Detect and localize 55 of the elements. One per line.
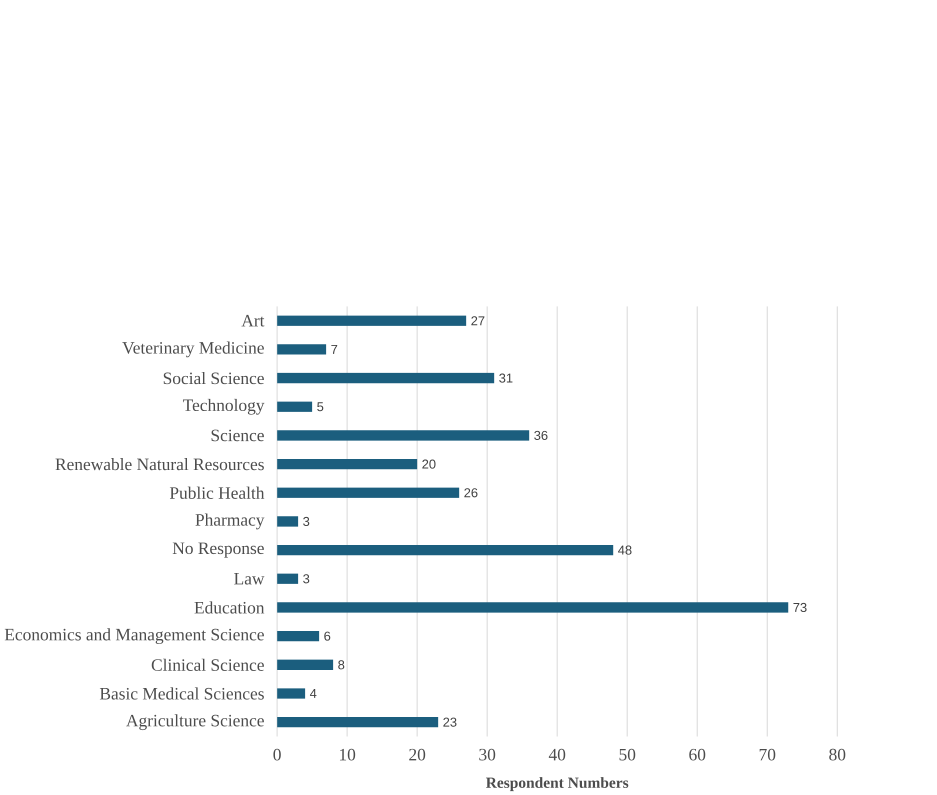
x-tick-label: 20 bbox=[409, 748, 426, 760]
y-tick-label: Veterinary Medicine bbox=[122, 341, 264, 358]
data-label: 31 bbox=[499, 373, 512, 382]
data-label: 48 bbox=[618, 545, 632, 554]
y-tick-label: Renewable Natural Resources bbox=[55, 458, 264, 470]
y-tick-label: Basic Medical Sciences bbox=[100, 687, 264, 700]
x-tick-label: 70 bbox=[760, 748, 776, 760]
bar bbox=[277, 458, 418, 470]
data-label: 5 bbox=[317, 402, 324, 412]
bar bbox=[277, 401, 312, 412]
x-tick-label: 40 bbox=[548, 748, 566, 760]
data-label: 3 bbox=[303, 574, 310, 584]
x-tick-label: 50 bbox=[620, 748, 636, 760]
data-label: 4 bbox=[310, 688, 316, 698]
data-label: 3 bbox=[303, 516, 310, 526]
bar bbox=[277, 516, 298, 526]
data-label: 7 bbox=[331, 344, 338, 354]
y-tick-label: Social Science bbox=[164, 372, 264, 384]
bar bbox=[277, 544, 614, 556]
data-label: 23 bbox=[443, 717, 456, 727]
data-label: 36 bbox=[534, 430, 548, 440]
y-tick-label: Public Health bbox=[170, 486, 264, 499]
data-label: 27 bbox=[471, 316, 484, 326]
y-tick-label: Pharmacy bbox=[195, 513, 264, 530]
x-tick-label: 0 bbox=[273, 748, 281, 760]
x-tick-label: 10 bbox=[340, 748, 356, 760]
bar bbox=[277, 315, 466, 326]
data-label: 26 bbox=[464, 488, 478, 498]
bar bbox=[277, 573, 298, 584]
y-tick-label: Economics and Management Science bbox=[4, 628, 264, 644]
y-tick-label: Art bbox=[241, 314, 264, 326]
bar bbox=[277, 688, 306, 698]
bar bbox=[277, 430, 530, 440]
data-label: 73 bbox=[793, 602, 807, 612]
bar bbox=[277, 344, 326, 354]
bar bbox=[277, 602, 788, 612]
y-tick-label: Law bbox=[234, 572, 264, 584]
y-tick-label: Clinical Science bbox=[152, 658, 264, 671]
bar bbox=[277, 372, 494, 384]
bar bbox=[277, 659, 334, 670]
bar bbox=[277, 630, 320, 642]
data-label: 6 bbox=[324, 631, 330, 641]
y-tick-label: Science bbox=[212, 429, 264, 442]
data-label: 8 bbox=[338, 660, 344, 670]
y-tick-label: No Response bbox=[172, 542, 264, 558]
y-tick-label: Agriculture Science bbox=[126, 714, 264, 730]
x-tick-label: 80 bbox=[829, 748, 846, 760]
x-axis-title: Respondent Numbers bbox=[486, 776, 628, 791]
bar bbox=[277, 716, 438, 728]
y-tick-label: Technology bbox=[182, 398, 264, 414]
y-tick-label: Education bbox=[194, 601, 264, 614]
x-tick-label: 60 bbox=[689, 748, 706, 760]
data-label: 20 bbox=[422, 459, 436, 468]
x-tick-label: 30 bbox=[479, 748, 496, 760]
bar bbox=[277, 487, 460, 498]
